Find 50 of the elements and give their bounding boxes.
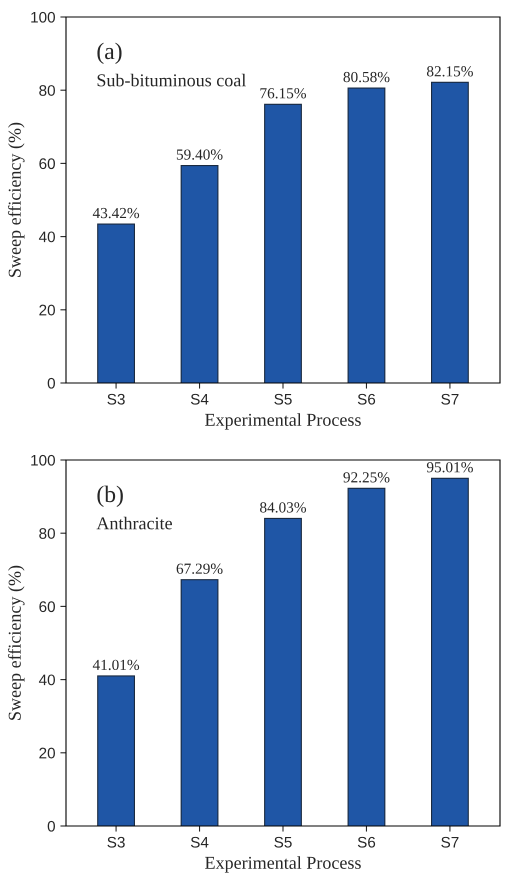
y-tick-label: 100 xyxy=(31,12,55,23)
y-tick-label: 40 xyxy=(38,674,55,686)
y-tick-label: 40 xyxy=(38,231,55,242)
x-tick-label: S3 xyxy=(107,394,125,405)
x-tick-label: S6 xyxy=(358,836,376,848)
x-tick-label: S4 xyxy=(190,836,208,848)
data-label: 67.29% xyxy=(176,564,223,574)
y-tick-label: 80 xyxy=(39,85,55,96)
y-tick-label: 60 xyxy=(39,601,55,612)
x-axis-title: Experimental Process xyxy=(205,413,361,430)
annotation: (a) xyxy=(97,42,122,64)
data-label: 59.40% xyxy=(176,149,223,160)
data-label: 84.03% xyxy=(260,502,306,513)
bar xyxy=(348,488,386,826)
y-tick-label: 20 xyxy=(39,304,55,316)
y-tick-label: 0 xyxy=(48,378,55,389)
bar xyxy=(180,579,218,826)
y-tick-label: 20 xyxy=(39,748,55,758)
bar xyxy=(97,675,135,826)
data-label: 92.25% xyxy=(343,472,390,483)
x-tick-label: S3 xyxy=(107,836,125,848)
x-tick-label: S5 xyxy=(274,836,292,848)
data-label: 43.42% xyxy=(92,208,140,218)
y-axis-title: Sweep efficiency (%) xyxy=(8,122,25,277)
x-tick-label: S7 xyxy=(441,394,458,405)
bar xyxy=(431,478,469,826)
data-label: 80.58% xyxy=(343,72,390,82)
x-tick-label: S5 xyxy=(274,394,292,405)
y-axis-title: Sweep efficiency (%) xyxy=(8,566,25,720)
bar xyxy=(264,104,302,383)
data-label: 82.15% xyxy=(426,66,473,77)
data-label: 41.01% xyxy=(92,660,140,670)
bar xyxy=(431,82,469,383)
annotation: Sub-bituminous coal xyxy=(98,74,246,86)
y-tick-label: 100 xyxy=(31,454,55,466)
x-tick-label: S7 xyxy=(441,836,458,848)
data-label: 76.15% xyxy=(260,88,306,98)
x-tick-label: S6 xyxy=(358,394,376,405)
bar xyxy=(348,88,386,383)
x-axis-title: Experimental Process xyxy=(205,856,361,873)
x-tick-label: S4 xyxy=(190,394,208,405)
annotation: (b) xyxy=(97,486,123,508)
data-label: 95.01% xyxy=(426,462,473,472)
bar xyxy=(264,518,302,826)
y-tick-label: 80 xyxy=(39,528,55,539)
bar xyxy=(97,224,135,383)
y-tick-label: 60 xyxy=(39,158,55,170)
annotation: Anthracite xyxy=(96,516,172,530)
y-tick-label: 0 xyxy=(48,820,55,832)
bar xyxy=(180,165,218,383)
